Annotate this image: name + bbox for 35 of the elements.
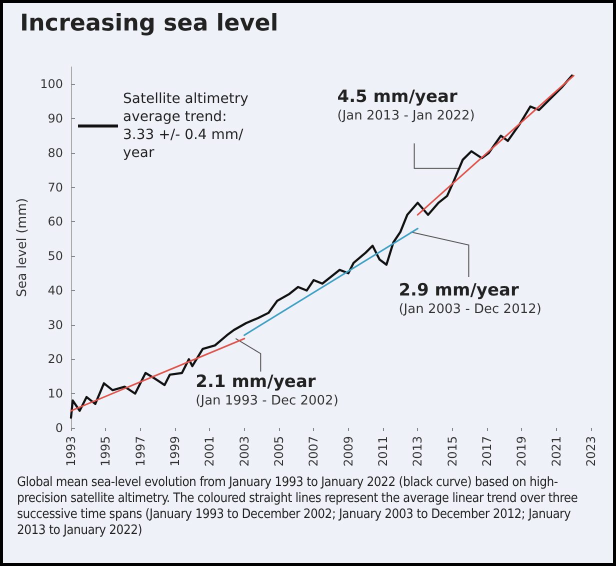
x-tick-label: 1993	[64, 436, 78, 467]
x-tick-label: 2009	[341, 436, 356, 467]
y-tick-label: 80	[48, 146, 63, 160]
x-tick-label: 2001	[202, 436, 217, 467]
y-tick-label: 40	[48, 283, 63, 298]
x-tick-label: 1997	[133, 436, 148, 467]
y-tick-label: 70	[48, 180, 63, 194]
y-tick-label: 10	[48, 386, 63, 401]
y-tick-label: 30	[48, 318, 63, 332]
text: Global mean sea-level evolution from January 1993 to January 2022 (black curve) based on high-precision satellite altimetry. The coloured straight lines represent the average linear trend over three successive time spans (January 1993 to December 2002; January 2003 to December 2012; January 2013 to January 2022)	[17, 475, 579, 539]
annotation: 4.5 mm/year (Jan 2013 - Jan 2022)	[337, 86, 475, 124]
y-tick-label: 100	[40, 77, 63, 92]
x-tick-label: 2017	[480, 436, 494, 467]
y-tick-label: 50	[48, 249, 63, 264]
x-tick-label: 1999	[168, 436, 182, 467]
x-tick-label: 2013	[410, 436, 425, 467]
x-tick-label: 1995	[98, 436, 113, 467]
x-tick-label: 2021	[549, 436, 564, 467]
x-tick-label: 2005	[272, 436, 286, 467]
legend-label: Satellite altimetry average trend: 3.33 +/- 0.4 mm/year	[123, 91, 253, 161]
annotation: 2.1 mm/year (Jan 1993 - Dec 2002)	[196, 372, 338, 409]
y-tick-label: 60	[48, 214, 63, 229]
x-tick-label: 2003	[237, 436, 252, 467]
chart-title: Increasing sea level	[20, 10, 278, 36]
y-tick-label: 20	[48, 352, 63, 366]
y-tick-label: 90	[48, 112, 63, 126]
x-tick-label: 2023	[584, 436, 598, 467]
line-series	[70, 74, 574, 419]
y-axis-title: Sea level (mm)	[15, 198, 30, 297]
annotation: 2.9 mm/year (Jan 2003 - Dec 2012)	[398, 280, 542, 318]
y-tick-label: 0	[55, 421, 63, 435]
x-tick-label: 2019	[514, 436, 529, 467]
x-tick-label: 2007	[306, 436, 321, 467]
x-tick-label: 2015	[445, 436, 460, 467]
x-tick-label: 2011	[376, 436, 390, 467]
